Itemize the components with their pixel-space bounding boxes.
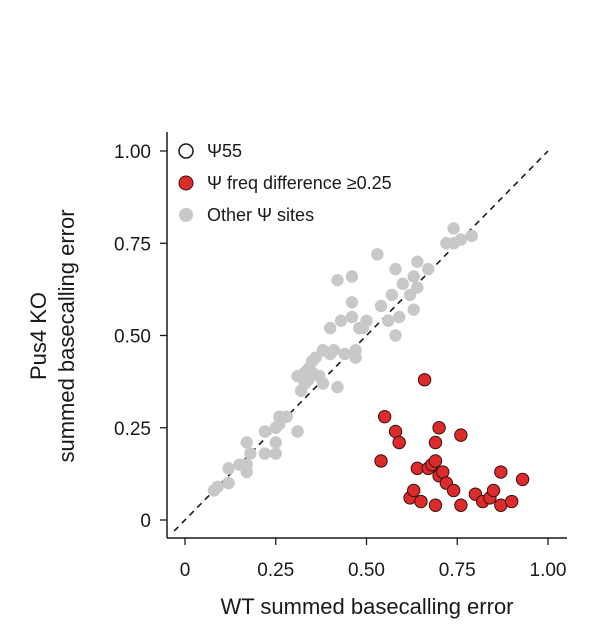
- point-freq_diff: [428, 454, 443, 468]
- point-other: [316, 377, 330, 390]
- point-freq_diff: [436, 465, 450, 479]
- point-freq_diff: [428, 498, 443, 512]
- point-other: [291, 425, 304, 438]
- data-points: [207, 222, 530, 512]
- legend-label-freq_diff: Ψ freq difference ≥0.25: [207, 173, 392, 193]
- point-other: [334, 314, 348, 327]
- point-other: [465, 229, 478, 243]
- point-other: [385, 288, 399, 302]
- legend-marker-freq_diff: [178, 175, 194, 191]
- y-axis-label-line1: Pus4 KO: [26, 292, 51, 380]
- point-other: [411, 255, 424, 268]
- point-other: [447, 222, 460, 235]
- point-other: [349, 351, 362, 364]
- legend-label-other: Other Ψ sites: [207, 205, 314, 225]
- point-other: [240, 436, 253, 449]
- point-other: [327, 344, 341, 357]
- point-other: [407, 270, 420, 283]
- y-tick-label: 0.75: [114, 234, 151, 255]
- point-other: [345, 296, 359, 309]
- x-axis-label: WT summed basecalling error: [220, 594, 513, 619]
- x-tick-label: 1.00: [530, 560, 567, 581]
- point-other: [454, 233, 468, 246]
- point-freq_diff: [428, 435, 443, 450]
- x-tick-label: 0.75: [439, 560, 476, 581]
- point-freq_diff: [392, 435, 406, 450]
- x-tick-label: 0.50: [348, 560, 385, 581]
- point-other: [389, 329, 402, 342]
- point-other: [258, 425, 272, 438]
- point-other: [392, 310, 406, 324]
- point-freq_diff: [417, 373, 432, 387]
- point-other: [324, 321, 337, 335]
- point-freq_diff: [388, 424, 403, 439]
- point-other: [258, 447, 272, 460]
- point-other: [396, 277, 409, 291]
- point-freq_diff: [494, 465, 508, 479]
- point-freq_diff: [446, 483, 461, 498]
- point-freq_diff: [515, 472, 530, 487]
- point-other: [222, 476, 235, 490]
- point-freq_diff: [432, 421, 446, 435]
- legend-marker-other: [179, 208, 193, 222]
- point-freq_diff: [377, 409, 392, 424]
- point-other: [360, 314, 373, 327]
- legend: Ψ55 Ψ freq difference ≥0.25 Other Ψ sites: [178, 141, 392, 225]
- legend-marker-psi55: [178, 143, 194, 159]
- point-other: [407, 303, 420, 316]
- point-other: [331, 380, 344, 394]
- point-other: [382, 314, 395, 327]
- point-other: [269, 447, 282, 460]
- point-other: [345, 270, 359, 283]
- point-freq_diff: [454, 428, 468, 442]
- point-other: [345, 310, 359, 324]
- y-tick-label: 0: [140, 511, 151, 532]
- point-other: [273, 417, 286, 431]
- point-other: [422, 262, 435, 276]
- x-tick-label: 0: [180, 560, 191, 581]
- point-other: [338, 347, 351, 361]
- y-tick-label: 0.50: [114, 327, 151, 348]
- y-tick-label: 0.25: [114, 419, 151, 440]
- point-other: [244, 447, 257, 460]
- point-other: [374, 299, 388, 313]
- point-other: [269, 436, 282, 449]
- point-freq_diff: [374, 454, 388, 468]
- y-tick-label: 1.00: [114, 142, 151, 163]
- point-freq_diff: [406, 483, 421, 498]
- point-other: [331, 273, 344, 287]
- point-freq_diff: [454, 498, 468, 512]
- point-other: [233, 458, 246, 471]
- point-other: [411, 281, 424, 294]
- legend-label-psi55: Ψ55: [207, 141, 242, 161]
- point-other: [211, 480, 224, 493]
- point-other: [222, 462, 235, 475]
- point-freq_diff: [414, 494, 428, 509]
- point-other: [371, 248, 384, 261]
- point-freq_diff: [505, 494, 519, 509]
- point-other: [389, 262, 402, 276]
- point-freq_diff: [486, 483, 501, 498]
- axis-ticks: 0 0.25 0.50 0.75 1.00 0 0.25 0.50 0.75 1.00: [114, 142, 566, 581]
- y-axis-label-line2: summed basecalling error: [54, 209, 79, 462]
- x-tick-label: 0.25: [257, 560, 294, 581]
